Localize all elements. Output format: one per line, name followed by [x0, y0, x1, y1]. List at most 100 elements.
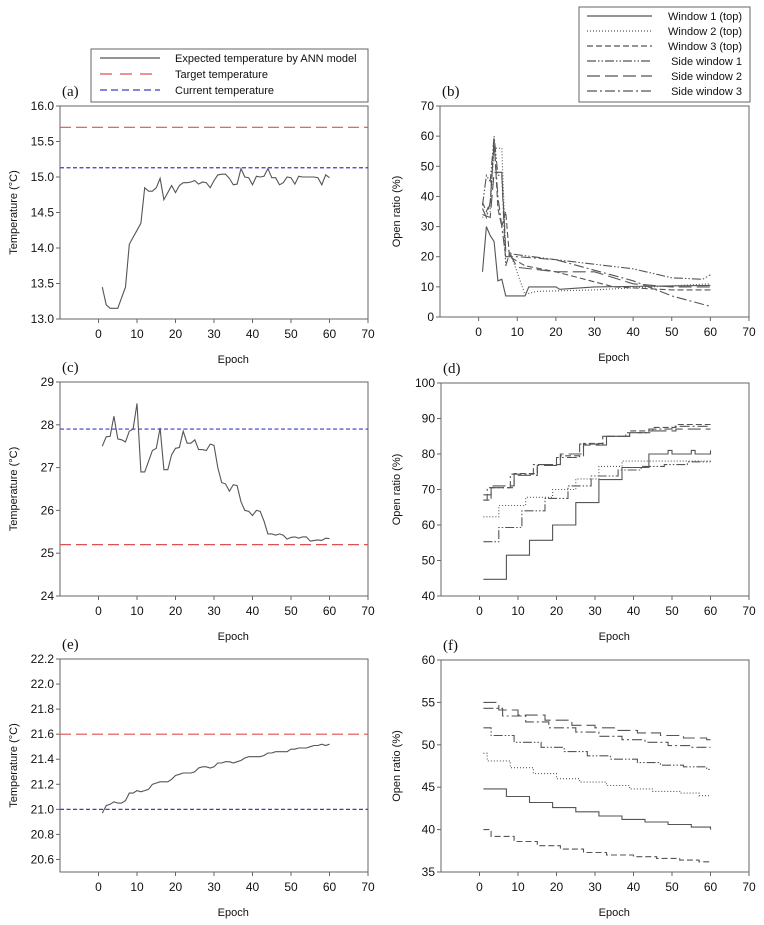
legend-label: Side window 2 — [671, 71, 742, 83]
y-tick-label: 20 — [421, 250, 435, 264]
y-tick-label: 50 — [422, 554, 436, 568]
x-tick-label: 30 — [207, 327, 221, 341]
y-axis-label: Temperature (°C) — [8, 723, 20, 807]
legend-label: Expected temperature by ANN model — [175, 53, 357, 65]
y-axis-label: Open ratio (%) — [391, 454, 403, 526]
panel-label: (a) — [62, 84, 79, 100]
x-tick-label: 50 — [665, 604, 679, 618]
series-window-3-top — [483, 829, 711, 863]
x-tick-label: 60 — [323, 327, 337, 341]
plot-frame — [59, 381, 369, 597]
x-tick-label: 60 — [704, 880, 718, 894]
x-tick-label: 40 — [627, 880, 641, 894]
panel-b: 0 10 20 30 40 50 60 70 0 10 20 30 40 50 60 70 Epoch Open … — [391, 6, 756, 364]
series-window-3-top — [481, 139, 711, 291]
legend-label: Current temperature — [175, 85, 274, 97]
series-side-window-3 — [483, 707, 711, 748]
y-tick-label: 14.0 — [31, 241, 55, 255]
y-tick-label: 10 — [421, 280, 435, 294]
x-tick-label: 10 — [511, 325, 525, 339]
series-side-window-1 — [481, 136, 711, 280]
x-tick-label: 50 — [284, 604, 298, 618]
y-tick-label: 22.0 — [31, 677, 55, 691]
y-tick-label: 21.8 — [31, 702, 55, 716]
panel-label: (b) — [442, 84, 460, 100]
y-tick-label: 24 — [41, 589, 55, 603]
y-tick-label: 21.0 — [31, 802, 55, 816]
x-axis-label: Epoch — [218, 354, 249, 366]
x-tick-label: 0 — [95, 327, 102, 341]
series-window-2-top — [483, 752, 711, 797]
plot-frame — [440, 659, 750, 873]
y-tick-label: 45 — [422, 780, 436, 794]
y-tick-label: 21.2 — [31, 777, 55, 791]
y-tick-label: 21.4 — [31, 752, 55, 766]
x-tick-label: 10 — [130, 327, 144, 341]
series-side-window-2 — [482, 171, 711, 288]
y-tick-label: 30 — [421, 220, 435, 234]
x-tick-label: 0 — [475, 325, 482, 339]
y-tick-label: 40 — [422, 823, 436, 837]
x-tick-label: 40 — [246, 604, 260, 618]
plot-frame — [59, 105, 369, 320]
series-side-window-1 — [483, 727, 711, 770]
x-tick-label: 20 — [169, 327, 183, 341]
x-tick-label: 60 — [704, 325, 718, 339]
x-tick-label: 0 — [476, 604, 483, 618]
x-tick-label: 0 — [476, 880, 483, 894]
y-tick-label: 25 — [41, 546, 55, 560]
legend-label: Side window 1 — [671, 56, 742, 68]
panel-d: 0 10 20 30 40 50 60 70 40 50 60 70 80 90 100 Epoch Open … — [391, 361, 756, 643]
y-tick-label: 16.0 — [31, 99, 55, 113]
x-tick-label: 40 — [246, 880, 260, 894]
x-tick-label: 40 — [626, 325, 640, 339]
x-tick-label: 20 — [549, 325, 563, 339]
series-side-window-1 — [483, 461, 711, 543]
series-expected-temperature-by-ann-model — [101, 166, 330, 309]
y-tick-label: 14.5 — [31, 206, 55, 220]
y-tick-label: 70 — [422, 483, 436, 497]
y-axis-label: Temperature (°C) — [8, 447, 20, 531]
panel-label: (c) — [62, 360, 79, 376]
x-tick-label: 40 — [627, 604, 641, 618]
legend-label: Side window 3 — [671, 86, 742, 98]
legend-label: Window 1 (top) — [668, 11, 742, 23]
x-tick-label: 30 — [207, 604, 221, 618]
x-tick-label: 30 — [588, 604, 602, 618]
series-window-2-top — [483, 459, 712, 518]
legend-label: Window 2 (top) — [668, 26, 742, 38]
legend: Window 1 (top) Window 2 (top) Window 3 (to… — [578, 6, 751, 103]
y-tick-label: 35 — [422, 865, 436, 879]
y-tick-label: 60 — [422, 518, 436, 532]
x-tick-label: 0 — [95, 604, 102, 618]
series-side-window-2 — [483, 701, 711, 741]
x-axis-label: Epoch — [599, 631, 630, 643]
x-axis-label: Epoch — [599, 907, 630, 919]
y-tick-label: 27 — [41, 461, 55, 475]
x-tick-label: 20 — [169, 604, 183, 618]
y-tick-label: 80 — [422, 447, 436, 461]
y-tick-label: 13.5 — [31, 277, 55, 291]
series-window-1-top — [483, 449, 712, 580]
y-tick-label: 13.0 — [31, 312, 55, 326]
x-tick-label: 50 — [665, 325, 679, 339]
x-tick-label: 60 — [323, 604, 337, 618]
y-axis-label: Open ratio (%) — [391, 176, 403, 248]
x-tick-label: 40 — [246, 327, 260, 341]
legend-box — [578, 6, 751, 103]
y-tick-label: 50 — [422, 738, 436, 752]
legend-label: Window 3 (top) — [668, 41, 742, 53]
y-tick-label: 22.2 — [31, 652, 55, 666]
plot-frame — [59, 658, 369, 873]
y-tick-label: 20.8 — [31, 827, 55, 841]
x-tick-label: 50 — [284, 880, 298, 894]
panel-e: 0 10 20 30 40 50 60 70 20.6 20.8 21.0 21.2 21.4 21.6 2… — [8, 637, 375, 919]
y-tick-label: 90 — [422, 412, 436, 426]
x-tick-label: 70 — [742, 880, 756, 894]
y-tick-label: 20.6 — [31, 852, 55, 866]
panel-a: 0 10 20 30 40 50 60 70 13.0 13.5 14.0 14.5 15.0 15.5 1… — [8, 48, 375, 366]
series-window-1-top — [483, 788, 712, 830]
x-tick-label: 70 — [361, 604, 375, 618]
series-side-window-2 — [483, 428, 711, 496]
x-tick-label: 70 — [742, 604, 756, 618]
